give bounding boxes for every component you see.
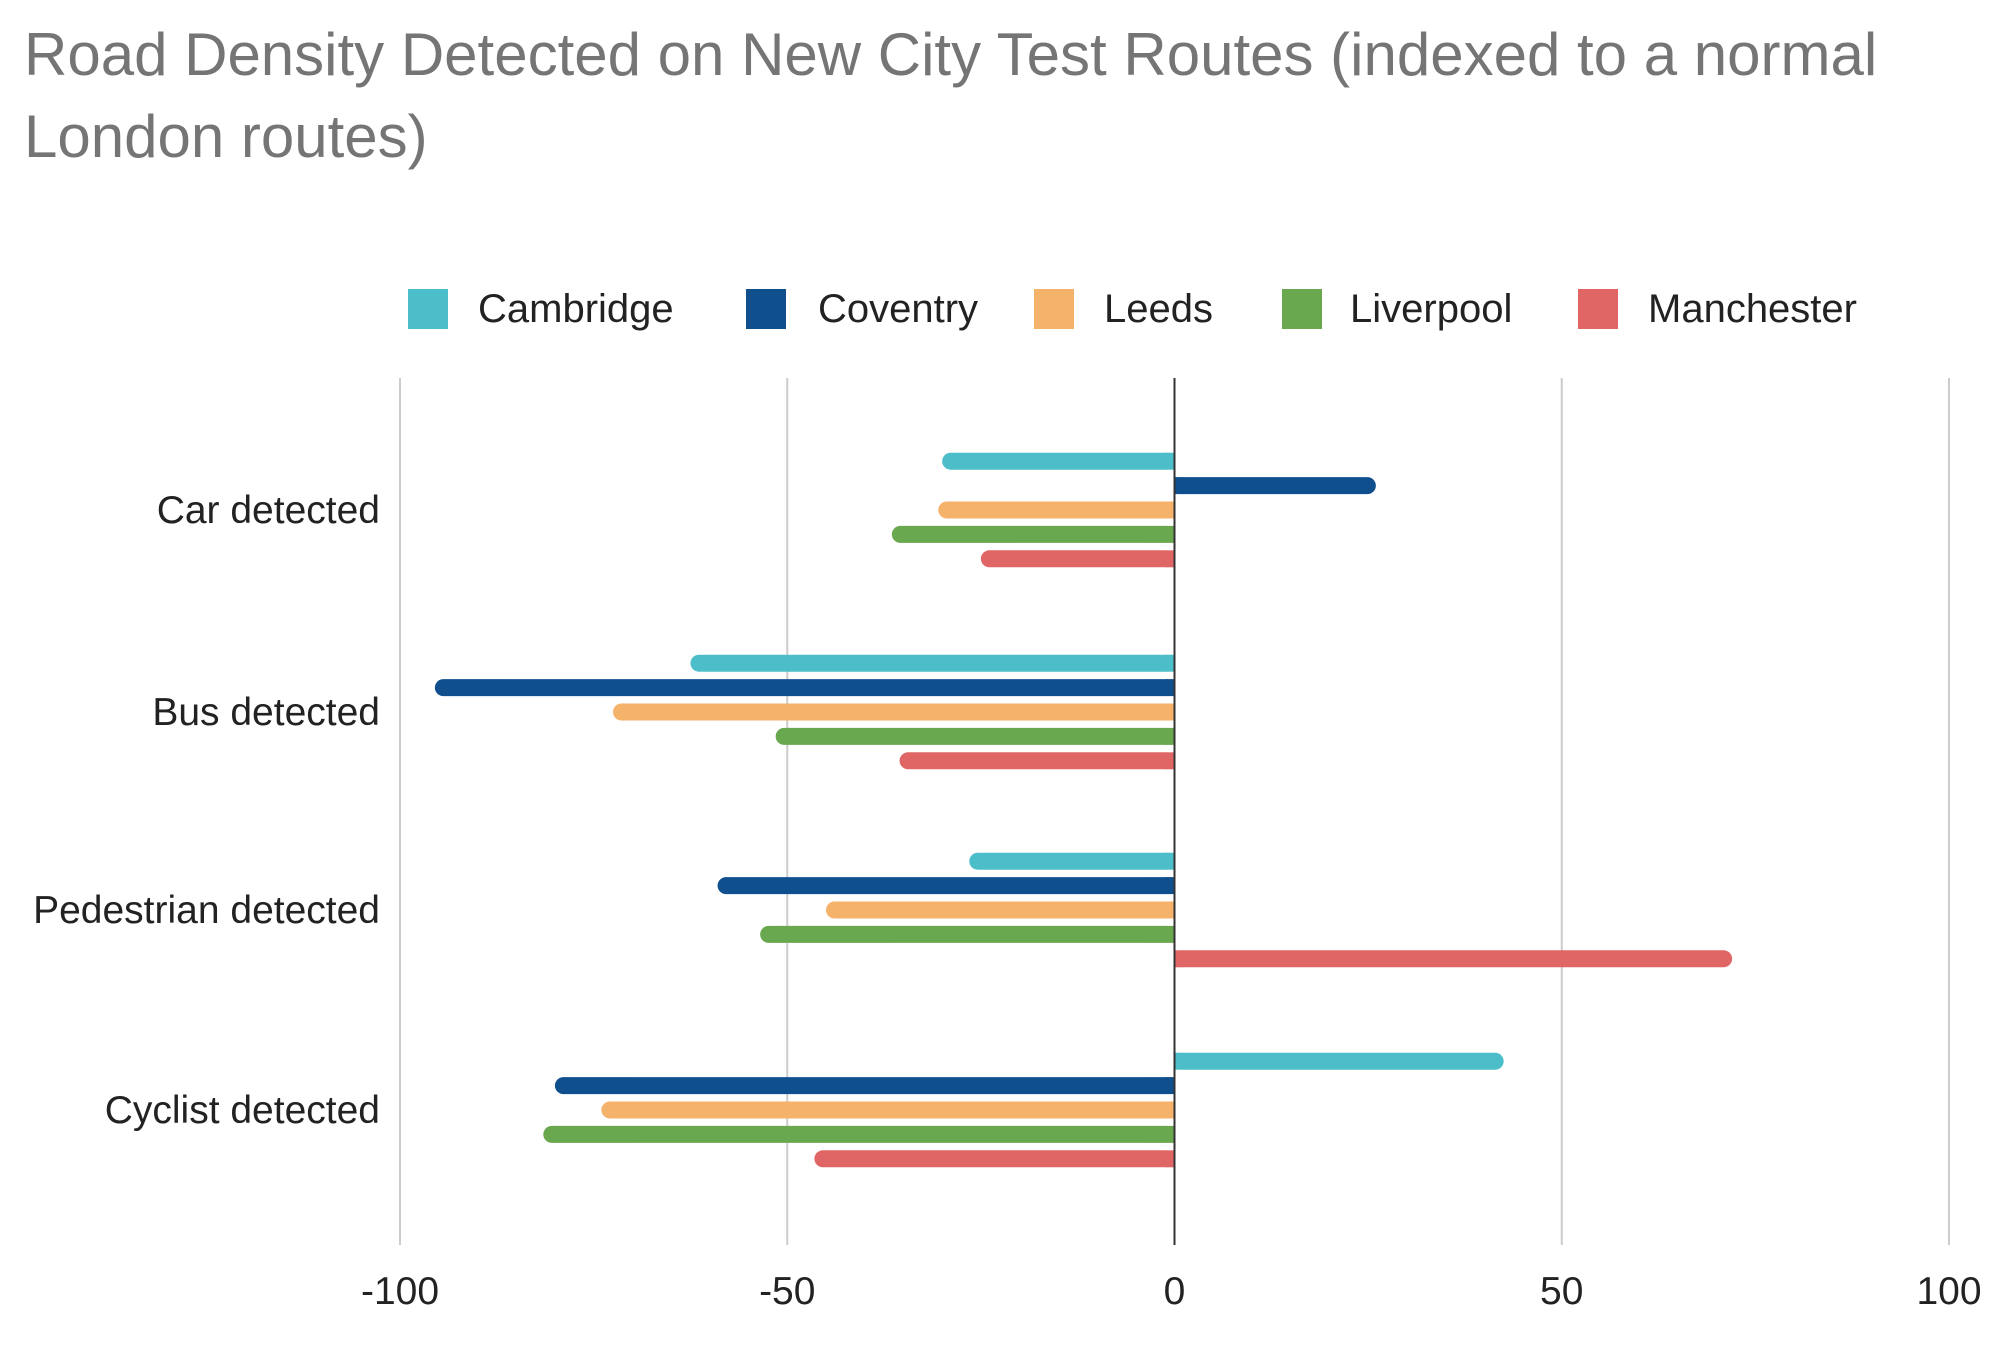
bar-base: [1166, 877, 1175, 895]
bar-base: [1166, 852, 1175, 870]
legend-label: Liverpool: [1350, 287, 1512, 331]
legend-swatch-cambridge: [408, 289, 448, 329]
bar-cambridge: [942, 452, 1175, 470]
bar-liverpool: [891, 525, 1175, 543]
bar-leeds: [938, 501, 1175, 519]
bar-base: [1166, 1150, 1175, 1168]
x-tick-label: -50: [759, 1270, 815, 1313]
legend-label: Leeds: [1104, 287, 1213, 331]
bar-manchester: [814, 1150, 1175, 1168]
legend-swatch-liverpool: [1282, 289, 1322, 329]
legend-swatch-leeds: [1034, 289, 1074, 329]
bar-coventry: [1174, 477, 1376, 495]
bar-cambridge: [690, 654, 1175, 672]
bar-liverpool: [543, 1125, 1175, 1143]
bar-coventry: [717, 877, 1175, 895]
x-tick-label: -100: [361, 1270, 439, 1313]
bar-base: [1166, 525, 1175, 543]
bar-base: [1174, 477, 1183, 495]
bar-base: [1166, 925, 1175, 943]
bar-base: [1166, 703, 1175, 721]
legend-swatch-manchester: [1578, 289, 1618, 329]
bar-liverpool: [760, 925, 1175, 943]
legend-label: Coventry: [818, 287, 978, 331]
bar-base: [1166, 901, 1175, 919]
bar-manchester: [899, 752, 1175, 770]
chart-title: Road Density Detected on New City Test R…: [24, 21, 1878, 170]
bar-coventry: [554, 1077, 1175, 1095]
bar-base: [1174, 950, 1183, 968]
bar-base: [1174, 1052, 1183, 1070]
legend-label: Manchester: [1648, 287, 1857, 331]
bar-base: [1166, 452, 1175, 470]
bar-cambridge: [1174, 1052, 1504, 1070]
bar-base: [1166, 654, 1175, 672]
bar-manchester: [980, 550, 1175, 568]
x-tick-label: 100: [1916, 1270, 1981, 1313]
legend-label: Cambridge: [478, 287, 674, 331]
bar-leeds: [601, 1101, 1175, 1119]
bar-base: [1166, 1077, 1175, 1095]
bar-base: [1166, 1125, 1175, 1143]
bar-base: [1166, 550, 1175, 568]
category-label: Car detected: [157, 489, 380, 532]
bar-cambridge: [969, 852, 1175, 870]
bar-liverpool: [775, 727, 1175, 745]
category-label: Bus detected: [152, 691, 380, 734]
bar-base: [1166, 727, 1175, 745]
bar-base: [1166, 752, 1175, 770]
x-tick-label: 0: [1164, 1270, 1186, 1313]
bar-coventry: [434, 679, 1175, 697]
bar-base: [1166, 679, 1175, 697]
bar-leeds: [825, 901, 1175, 919]
bar-base: [1166, 501, 1175, 519]
bar-base: [1166, 1101, 1175, 1119]
legend-swatch-coventry: [746, 289, 786, 329]
bar-leeds: [612, 703, 1175, 721]
bar-manchester: [1174, 950, 1733, 968]
x-tick-label: 50: [1540, 1270, 1583, 1313]
category-label: Cyclist detected: [105, 1089, 380, 1132]
category-label: Pedestrian detected: [33, 889, 380, 932]
